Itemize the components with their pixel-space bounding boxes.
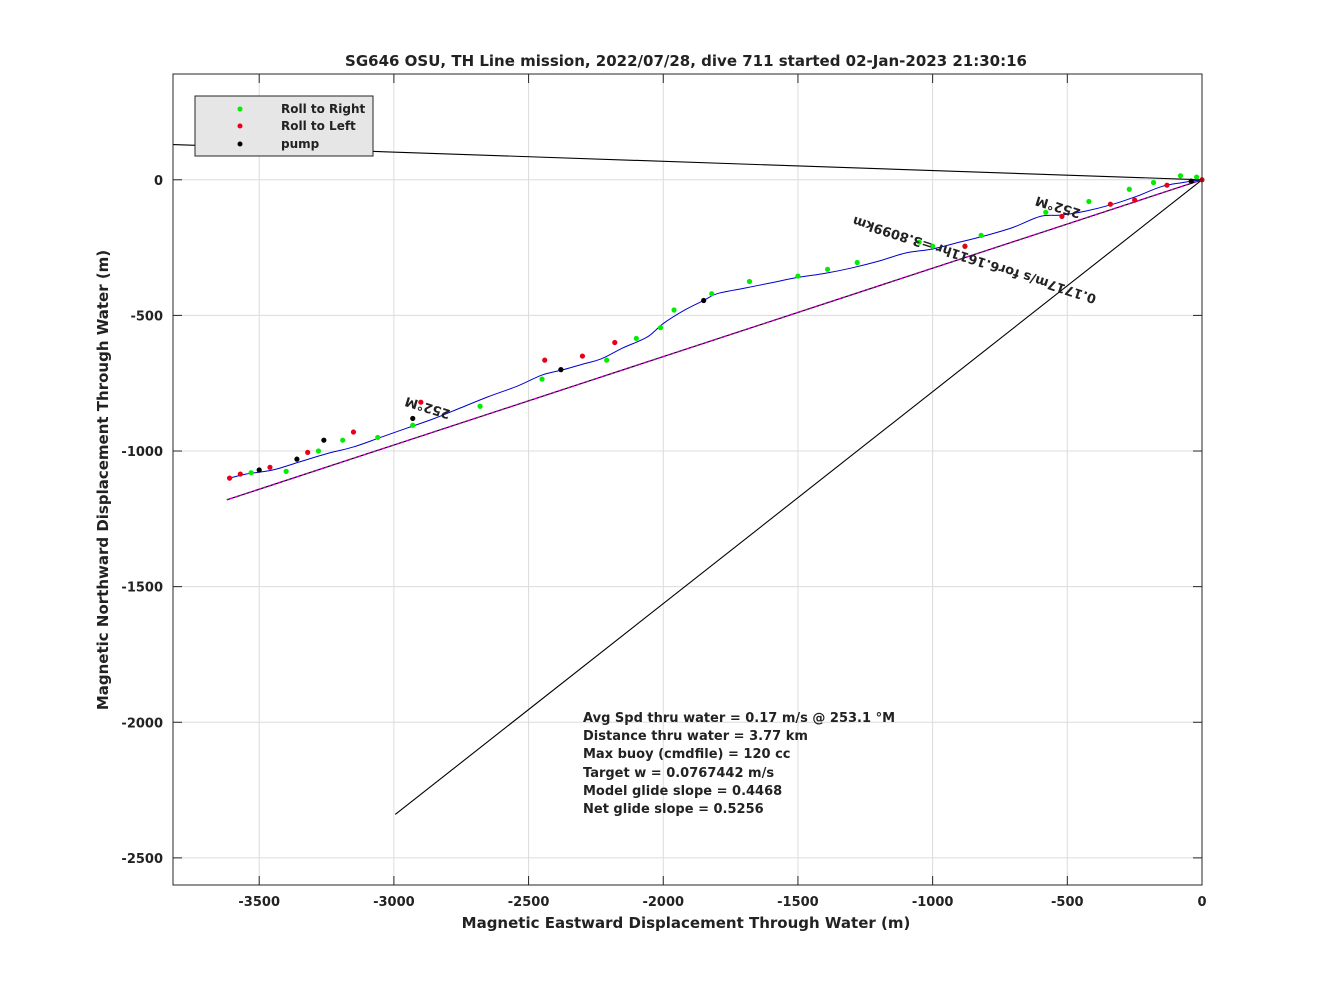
roll-left-point bbox=[612, 339, 618, 346]
stats-block: Avg Spd thru water = 0.17 m/s @ 253.1 °M… bbox=[583, 711, 895, 817]
roll-right-point bbox=[283, 468, 289, 474]
roll-right-point bbox=[477, 403, 483, 409]
stat-max-buoy: Max buoy (cmdfile) = 120 cc bbox=[583, 747, 790, 762]
roll-left-point bbox=[305, 449, 311, 455]
roll-right-point bbox=[1150, 179, 1157, 186]
roll-left-point bbox=[267, 464, 273, 470]
roll-right-point bbox=[854, 259, 860, 266]
x-tick-label: -500 bbox=[1051, 895, 1084, 910]
magenta-line bbox=[226, 179, 1203, 501]
legend-box bbox=[194, 95, 374, 157]
pump-point bbox=[256, 467, 262, 473]
y-axis-label: Magnetic Northward Displacement Through … bbox=[94, 250, 112, 710]
legend: Roll to Right Roll to Left pump bbox=[194, 95, 374, 157]
pump-point bbox=[294, 456, 300, 462]
stat-distance: Distance thru water = 3.77 km bbox=[583, 729, 808, 744]
x-tick-label: -1000 bbox=[912, 895, 954, 910]
x-axis-label: Magnetic Eastward Displacement Through W… bbox=[462, 914, 911, 932]
roll-right-point bbox=[340, 437, 346, 443]
x-tick-label: -3000 bbox=[373, 895, 415, 910]
roll-right-point bbox=[671, 307, 677, 313]
plot-area bbox=[173, 74, 1202, 885]
y-tick-label: 0 bbox=[154, 174, 163, 189]
roll-right-point bbox=[410, 422, 416, 428]
roll-left-point bbox=[1059, 213, 1065, 219]
roll-left-point bbox=[962, 243, 968, 249]
roll-right-point bbox=[978, 232, 984, 238]
roll-right-point bbox=[746, 278, 753, 285]
pump-point bbox=[558, 367, 564, 373]
roll-right-point bbox=[539, 376, 545, 382]
roll-right-point bbox=[795, 273, 801, 279]
pump-point bbox=[1188, 178, 1194, 184]
roll-right-point bbox=[1194, 174, 1200, 180]
roll-left-point bbox=[226, 475, 233, 481]
roll-left-point bbox=[1132, 197, 1138, 203]
y-tick-label: -1500 bbox=[121, 581, 163, 596]
x-tick-label: 0 bbox=[1197, 895, 1206, 910]
roll-left-point bbox=[237, 471, 243, 477]
roll-right-point bbox=[916, 239, 922, 245]
roll-right-point bbox=[1086, 198, 1092, 205]
legend-label-roll-right: Roll to Right bbox=[281, 102, 366, 116]
legend-marker-roll-right bbox=[237, 106, 243, 112]
marker-layer bbox=[226, 173, 1205, 481]
pump-point bbox=[410, 415, 416, 422]
roll-right-point bbox=[930, 243, 936, 249]
y-tick-label: -2000 bbox=[121, 716, 163, 731]
x-tick-label: -1500 bbox=[777, 895, 819, 910]
roll-right-point bbox=[248, 470, 254, 476]
roll-right-point bbox=[633, 335, 639, 342]
y-tick-label: -1000 bbox=[121, 445, 163, 460]
pump-point bbox=[701, 297, 707, 304]
roll-left-point bbox=[579, 353, 586, 359]
roll-left-point bbox=[418, 399, 424, 405]
roll-right-point bbox=[315, 448, 322, 454]
y-tick-label: -2500 bbox=[121, 852, 163, 867]
roll-left-point bbox=[1164, 182, 1170, 188]
x-tick-label: -2000 bbox=[642, 895, 684, 910]
roll-right-point bbox=[824, 266, 831, 272]
roll-right-point bbox=[375, 434, 381, 441]
roll-right-point bbox=[709, 291, 715, 297]
chart-title: SG646 OSU, TH Line mission, 2022/07/28, … bbox=[345, 52, 1027, 70]
roll-right-point bbox=[1043, 209, 1049, 215]
roll-right-point bbox=[604, 357, 610, 363]
roll-right-point bbox=[1126, 186, 1132, 192]
roll-right-point bbox=[657, 325, 664, 331]
stat-model-glide: Model glide slope = 0.4468 bbox=[583, 784, 782, 799]
plot-frame bbox=[172, 73, 1203, 886]
legend-label-pump: pump bbox=[281, 137, 320, 151]
roll-left-point bbox=[350, 429, 357, 435]
roll-right-point bbox=[1177, 173, 1184, 179]
pump-point bbox=[321, 437, 327, 443]
legend-label-roll-left: Roll to Left bbox=[281, 119, 356, 133]
x-tick-label: -3500 bbox=[238, 895, 280, 910]
roll-left-point bbox=[542, 357, 548, 363]
axis-ticks: -3500 -3000 -2500 -2000 -1500 -1000 -500 0 0 -500… bbox=[121, 74, 1207, 910]
reference-line bbox=[394, 179, 1203, 815]
roll-left-point bbox=[1107, 201, 1114, 207]
stat-net-glide: Net glide slope = 0.5256 bbox=[583, 802, 764, 817]
legend-marker-roll-left bbox=[237, 123, 243, 129]
legend-marker-pump bbox=[237, 141, 243, 147]
stat-avg-speed: Avg Spd thru water = 0.17 m/s @ 253.1 °M bbox=[583, 711, 895, 726]
stat-target-w: Target w = 0.0767442 m/s bbox=[583, 766, 774, 781]
y-tick-label: -500 bbox=[130, 309, 163, 324]
x-tick-label: -2500 bbox=[508, 895, 550, 910]
